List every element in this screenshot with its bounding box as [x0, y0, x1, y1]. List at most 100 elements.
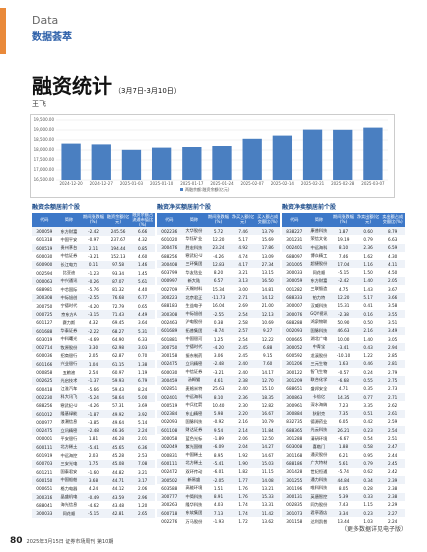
cell: 8.91: [206, 492, 231, 501]
cell: -1.93: [213, 519, 224, 525]
cell: 44.12: [112, 486, 125, 492]
table-row: 001282 三联锻造 4.75 1.43 3.67: [282, 285, 405, 293]
cell: 3.55: [380, 309, 405, 319]
cell: 1.62: [363, 253, 373, 259]
cell: 11.15: [261, 469, 274, 475]
cell: 8.20: [213, 270, 224, 276]
cell: 76.68: [105, 293, 131, 303]
cell: 2.24: [130, 426, 155, 435]
cell: 2.27: [380, 509, 405, 518]
cell: 300459: [157, 376, 182, 385]
cell: 0.62: [363, 469, 373, 475]
cell: 1.87: [331, 227, 356, 236]
cell: 2.79: [388, 369, 398, 375]
cell: -2.42: [331, 276, 356, 286]
cell: 301073: [282, 509, 307, 518]
cell: 300750: [157, 343, 182, 352]
cell: 8.79: [380, 227, 405, 236]
cell: 3.66: [380, 293, 405, 302]
cell: 600592: [286, 353, 303, 359]
cell: 生益电子: [185, 302, 203, 308]
cell: 2.06: [138, 486, 148, 492]
cell: -2.48: [81, 426, 106, 435]
cell: 43.48: [112, 502, 125, 508]
cell: 东山精密: [181, 409, 207, 418]
column-header: 净卖出额(亿元): [355, 213, 381, 227]
cell: 隆华科技: [185, 501, 203, 507]
header-row: 代码 简称 期间涨跌幅(%) 融资余额(亿元) 融资余额占流通市值比(%): [32, 212, 155, 228]
cell: 15.33: [255, 492, 280, 501]
table-row: 601881 中国银河 1.25 2.54 12.22: [157, 335, 280, 343]
y-tick-label: 18,000.00: [34, 147, 55, 152]
cell: 688333: [282, 293, 307, 302]
cell: 8.10: [206, 392, 231, 402]
cell: 10.79: [261, 419, 274, 425]
cell: 0.24: [363, 369, 373, 375]
cell: 4.32: [138, 237, 148, 243]
cell: 12.70: [255, 376, 280, 385]
cell: 601020: [161, 236, 178, 242]
cell: 300502: [157, 475, 182, 485]
data-table: 代码 简称 期间涨跌幅(%) 净买入额(亿元) 买入额占成交额比(%) 002236 大华股…: [157, 213, 280, 526]
bar: [121, 149, 142, 180]
table-row: 301428 世纪恒通 -5.74 0.62 2.42: [282, 468, 405, 476]
cell: 财达证券: [181, 426, 207, 435]
author: 王飞: [32, 100, 46, 108]
cell: 002475: [157, 359, 182, 369]
cell: 87.07: [105, 277, 131, 286]
cell: 麦格米特: [185, 385, 203, 391]
cell: 603588: [161, 485, 178, 491]
cell: 62.98: [105, 343, 131, 352]
cell: 中远海科: [181, 392, 207, 402]
cell: 000001: [36, 436, 53, 442]
cell: 2.47: [380, 442, 405, 452]
cell: 14.81: [261, 286, 274, 292]
cell: 1.72: [238, 519, 248, 525]
cell: 300058: [161, 436, 178, 442]
cell: 2.38: [388, 485, 398, 491]
cell: 688981: [36, 287, 53, 293]
cell: 1.51: [213, 485, 224, 491]
cell: 中芯国际: [60, 286, 78, 292]
cell: 狄耐克: [306, 409, 332, 418]
cell: 0.41: [363, 303, 373, 309]
cell: 东方财富: [56, 227, 82, 236]
cell: 13.62: [261, 519, 274, 525]
cell: 五粮液: [62, 369, 76, 375]
cell: -2.42: [81, 227, 106, 236]
cell: 600519: [32, 243, 57, 253]
date-range: （3月7日-3月10日）: [114, 87, 181, 95]
cell: -2.55: [81, 293, 106, 303]
cell: 600418: [36, 386, 53, 392]
cell: 2.05: [380, 276, 405, 286]
cell: 002401: [157, 392, 182, 402]
cell: 1.22: [363, 353, 373, 359]
cell: 300316: [32, 492, 57, 502]
cell: 4.60: [138, 253, 148, 259]
cell: -0.97: [88, 237, 99, 243]
cell: 浪潮信息: [60, 419, 78, 425]
table-row: 000725 京东方A -3.15 71.43 4.49: [32, 310, 155, 319]
cell: 2.04: [230, 442, 256, 452]
table-row: 300408 三环集团 12.83 4.17 27.34: [157, 260, 280, 269]
column-header: 代码: [32, 213, 57, 228]
cell: 中际旭创: [56, 293, 82, 303]
cell: 2.96: [130, 492, 155, 502]
cell: 3.17: [130, 476, 155, 485]
cell: 7.43: [338, 502, 349, 508]
cell: 0.55: [355, 376, 381, 385]
table-row: 000063 中兴通讯 -0.26 87.07 5.61: [32, 277, 155, 286]
cell: 京东方A: [56, 310, 82, 319]
cell: 0.77: [355, 392, 381, 402]
bar: [212, 146, 232, 180]
column-header: 简称: [306, 213, 332, 227]
cell: 3.13: [230, 276, 256, 286]
cell: 1.15: [363, 502, 373, 508]
cell: -4.20: [88, 303, 99, 309]
cell: 2.75: [380, 376, 405, 385]
cell: -10.10: [336, 353, 351, 359]
cell: 三环集团: [181, 260, 207, 269]
cell: 8.24: [138, 386, 148, 392]
table-title: 融资净卖额居前个股: [282, 204, 337, 211]
cell: 2.40: [238, 386, 248, 392]
